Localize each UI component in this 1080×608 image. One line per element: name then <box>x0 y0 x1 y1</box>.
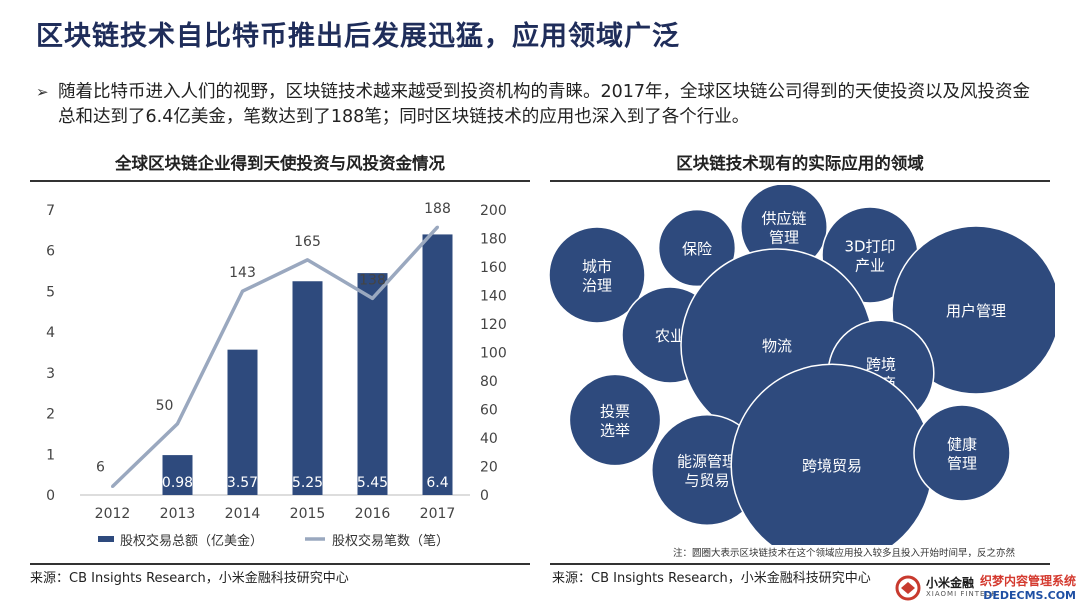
y-right-tick: 40 <box>480 431 498 447</box>
left-top-rule <box>30 180 530 182</box>
line-point <box>241 289 244 293</box>
legend-line-label: 股权交易笔数（笔） <box>332 533 449 549</box>
intro-text: 随着比特币进入人们的视野，区块链技术越来越受到投资机构的青睐。2017年，全球区… <box>58 82 1031 127</box>
bubble <box>568 373 662 467</box>
y-right-tick: 80 <box>480 374 498 390</box>
brand-sub: XIAOMI FINTECH <box>926 590 998 598</box>
bubble-label: 用户管理 <box>946 302 1006 320</box>
line-value-label: 138 <box>359 272 386 288</box>
y-right-tick: 100 <box>480 346 507 362</box>
y-left-tick: 4 <box>46 325 55 341</box>
bubble-label: 选举 <box>600 422 630 440</box>
line-value-label: 50 <box>156 398 174 414</box>
line-point <box>176 422 179 426</box>
line-point <box>306 258 309 262</box>
line-value-label: 6 <box>96 459 105 475</box>
y-left-tick: 5 <box>46 284 55 300</box>
bubble-label: 农业 <box>655 327 685 345</box>
bar <box>162 455 193 495</box>
line-point <box>111 484 114 488</box>
legend-bar-swatch <box>98 536 114 542</box>
page-title: 区块链技术自比特币推出后发展迅猛，应用领域广泛 <box>36 21 680 52</box>
y-right-tick: 60 <box>480 403 498 419</box>
bubble <box>891 225 1055 395</box>
brand-logo-icon <box>895 575 921 601</box>
right-chart-title: 区块链技术现有的实际应用的领域 <box>676 154 924 173</box>
left-source: 来源：CB Insights Research，小米金融科技研究中心 <box>30 571 349 586</box>
bubble-label: 管理 <box>947 455 977 473</box>
bubble-label: 跨境贸易 <box>802 457 862 475</box>
y-left-tick: 6 <box>46 244 55 260</box>
bar-value-label: 6.4 <box>426 475 448 491</box>
bubble-label: 投票 <box>600 403 630 421</box>
x-tick-label: 2015 <box>290 506 326 522</box>
intro-bullet: ➢ 随着比特币进入人们的视野，区块链技术越来越受到投资机构的青睐。2017年，全… <box>36 80 1046 130</box>
watermark-line1: 织梦内容管理系统 <box>979 574 1076 588</box>
y-right-tick: 180 <box>480 232 507 248</box>
bubble-label: 能源管理 <box>677 453 737 471</box>
bar-value-label: 5.45 <box>357 475 388 491</box>
x-tick-label: 2014 <box>225 506 261 522</box>
y-right-tick: 140 <box>480 289 507 305</box>
line-point <box>436 225 439 229</box>
y-right-tick: 160 <box>480 260 507 276</box>
bar <box>357 273 388 495</box>
legend-bar-label: 股权交易总额（亿美金） <box>120 533 263 549</box>
y-left-tick: 2 <box>46 407 55 423</box>
y-left-tick: 0 <box>46 488 55 504</box>
line-series <box>111 225 439 488</box>
right-bottom-rule <box>550 563 1050 565</box>
application-bubble-chart: 城市治理保险供应链管理3D打印产业用户管理农业物流跨境电商投票选举能源管理与贸易… <box>548 185 1055 545</box>
y-right-tick: 0 <box>480 488 489 504</box>
y-right-tick: 200 <box>480 203 507 219</box>
investment-chart: 0 1 2 3 4 5 6 7 0 20 40 60 80 100 120 140 160 180 200 2012 2… <box>46 201 507 549</box>
left-chart-title: 全球区块链企业得到天使投资与风投资金情况 <box>115 154 445 173</box>
bar-value-label: 3.57 <box>227 475 258 491</box>
bubble-label: 跨境 <box>866 356 896 374</box>
bubble-label: 3D打印 <box>844 238 895 256</box>
watermark: 织梦内容管理系统 DEDECMS.COM <box>980 572 1076 602</box>
line-point <box>371 296 374 300</box>
bar <box>292 281 323 495</box>
bar-value-label: 5.25 <box>292 475 323 491</box>
x-tick-label: 2017 <box>420 506 456 522</box>
bar <box>227 349 258 495</box>
y-right-tick: 120 <box>480 317 507 333</box>
x-tick-label: 2013 <box>160 506 196 522</box>
bubble-label: 供应链 <box>761 210 806 228</box>
bubble <box>548 226 646 324</box>
line-value-label: 188 <box>424 201 451 217</box>
left-bottom-rule <box>30 563 530 565</box>
bubble-label: 与贸易 <box>684 472 729 490</box>
right-top-rule <box>550 180 1050 182</box>
brand-logo: 小米金融 XIAOMI FINTECH <box>892 572 1072 604</box>
y-left-tick: 1 <box>46 447 55 463</box>
line-value-label: 165 <box>294 234 321 250</box>
brand-name: 小米金融 <box>926 576 975 590</box>
y-left-tick: 7 <box>46 203 55 219</box>
y-right-tick: 20 <box>480 460 498 476</box>
right-source: 来源：CB Insights Research，小米金融科技研究中心 <box>552 571 871 586</box>
arrow-bullet-icon: ➢ <box>36 83 49 101</box>
y-left-tick: 3 <box>46 366 55 382</box>
bubble-label: 管理 <box>769 229 799 247</box>
bubble-label: 物流 <box>762 337 792 355</box>
bubble-label: 保险 <box>682 240 712 258</box>
x-tick-label: 2016 <box>355 506 391 522</box>
bubble <box>657 208 737 288</box>
bubble-label: 产业 <box>855 257 885 275</box>
line-value-label: 143 <box>229 265 256 281</box>
bubble-label: 治理 <box>582 277 612 295</box>
bubble-label: 城市 <box>582 258 612 276</box>
watermark-line2: DEDECMS.COM <box>983 589 1076 602</box>
bar <box>422 234 453 495</box>
bar-value-label: 0.98 <box>162 475 193 491</box>
x-tick-label: 2012 <box>95 506 131 522</box>
bubble-note: 注：圆圈大表示区块链技术在这个领域应用投入较多且投入开始时间早，反之亦然 <box>673 548 1016 559</box>
bubble <box>913 404 1011 502</box>
bubble-label: 健康 <box>947 436 977 454</box>
